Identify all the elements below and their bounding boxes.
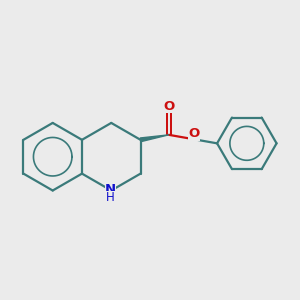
Text: O: O xyxy=(163,100,174,113)
Text: N: N xyxy=(105,182,116,196)
Polygon shape xyxy=(140,135,169,142)
Text: O: O xyxy=(188,128,200,140)
Text: H: H xyxy=(106,191,115,204)
